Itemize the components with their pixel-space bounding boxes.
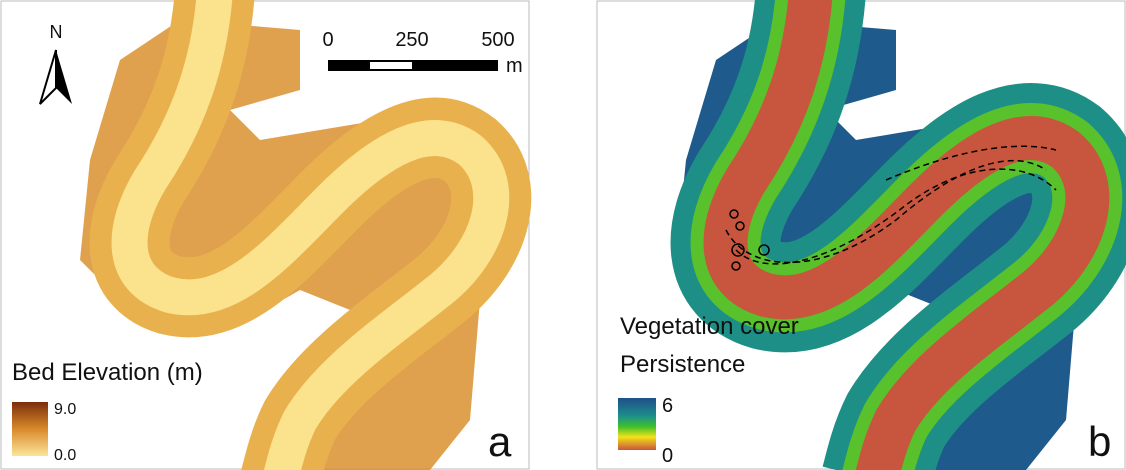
- legend-min: 0.0: [54, 447, 76, 464]
- legend-min: 0: [662, 445, 673, 467]
- legend-max: 6: [662, 395, 673, 417]
- legend-title: Vegetation cover: [620, 313, 799, 340]
- panel-label: a: [488, 418, 512, 465]
- scale-tick: 0: [322, 29, 333, 51]
- figure: N 0 250 500 m Bed Elevation (m) 9.0 0.0 …: [0, 0, 1126, 470]
- panel-a: N 0 250 500 m Bed Elevation (m) 9.0 0.0 …: [1, 0, 529, 470]
- legend-max: 9.0: [54, 401, 76, 418]
- legend-title: Bed Elevation (m): [12, 359, 203, 386]
- north-label: N: [50, 22, 63, 42]
- legend-title: Persistence: [620, 351, 745, 378]
- panel-b: Vegetation cover Persistence 6 0 b: [597, 0, 1125, 470]
- scale-unit: m: [506, 55, 523, 77]
- scale-tick: 250: [395, 29, 428, 51]
- legend-ramp: [618, 398, 656, 450]
- legend-ramp: [12, 402, 48, 456]
- scale-tick: 500: [481, 29, 514, 51]
- panel-label: b: [1088, 418, 1111, 465]
